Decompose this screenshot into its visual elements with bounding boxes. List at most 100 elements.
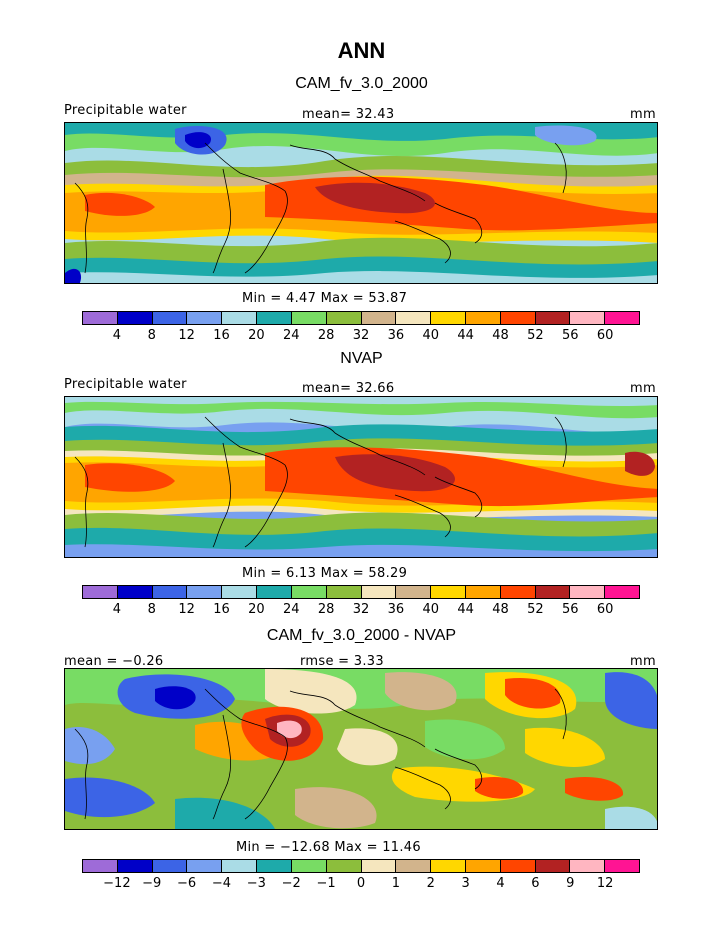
colorbar-swatch xyxy=(500,860,536,872)
colorbar-swatch xyxy=(257,586,292,598)
colorbar-swatch xyxy=(465,312,501,324)
panel-1-map xyxy=(64,122,658,284)
panel-1-colorbar-ticks: 4 8 12 16 20 24 28 32 36 40 44 48 52 56 60 xyxy=(82,328,640,344)
page-title: ANN xyxy=(337,38,386,63)
colorbar-tick-label: 4 xyxy=(496,876,505,891)
colorbar-tick-label: 60 xyxy=(596,602,614,617)
colorbar-tick-label: 12 xyxy=(596,876,614,891)
colorbar-swatch xyxy=(187,312,223,324)
panel-1-minmax: Min = 4.47 Max = 53.87 xyxy=(242,291,408,306)
colorbar-swatch xyxy=(535,860,571,872)
colorbar-swatch xyxy=(431,860,466,872)
colorbar-tick-label: −2 xyxy=(281,876,301,891)
colorbar-swatch xyxy=(465,860,501,872)
colorbar-tick-label: 12 xyxy=(178,602,195,617)
colorbar-swatch xyxy=(570,586,606,598)
colorbar-tick-label: −4 xyxy=(211,876,232,891)
colorbar-tick-label: 12 xyxy=(178,328,195,343)
colorbar-swatch xyxy=(326,860,362,872)
panel-2-colorbar xyxy=(82,585,640,599)
panel-3-field xyxy=(65,669,657,829)
colorbar-tick-label: 20 xyxy=(248,328,265,343)
colorbar-swatch xyxy=(152,860,188,872)
colorbar-swatch xyxy=(535,312,571,324)
colorbar-swatch xyxy=(535,586,571,598)
panel-2-minmax: Min = 6.13 Max = 58.29 xyxy=(242,566,408,581)
colorbar-tick-label: 2 xyxy=(426,876,435,891)
panel-3-map xyxy=(64,668,658,830)
panel-3-minmax: Min = −12.68 Max = 11.46 xyxy=(236,840,421,855)
colorbar-tick-label: 6 xyxy=(531,876,540,891)
colorbar-tick-label: 8 xyxy=(147,602,156,617)
colorbar-tick-label: 40 xyxy=(422,328,440,343)
colorbar-swatch xyxy=(361,586,397,598)
colorbar-tick-label: 28 xyxy=(317,328,335,343)
colorbar-tick-label: 44 xyxy=(457,328,474,343)
colorbar-tick-label: 4 xyxy=(112,328,122,343)
panel-2-mean-label: mean= 32.66 xyxy=(302,381,395,396)
colorbar-swatch xyxy=(152,312,188,324)
colorbar-tick-label: 16 xyxy=(213,328,230,343)
panel-1-colorbar xyxy=(82,311,640,325)
colorbar-tick-label: 24 xyxy=(282,602,300,617)
colorbar-tick-label: 16 xyxy=(213,602,230,617)
colorbar-swatch xyxy=(222,312,258,324)
colorbar-swatch xyxy=(83,312,118,324)
colorbar-tick-label: 32 xyxy=(352,602,370,617)
colorbar-swatch xyxy=(465,586,501,598)
colorbar-swatch xyxy=(187,586,223,598)
colorbar-swatch xyxy=(291,860,327,872)
panel-3-units-label: mm xyxy=(630,654,656,669)
colorbar-swatch xyxy=(257,860,292,872)
colorbar-tick-label: 36 xyxy=(387,602,405,617)
colorbar-tick-label: 52 xyxy=(527,328,544,343)
colorbar-swatch xyxy=(500,312,536,324)
colorbar-swatch xyxy=(152,586,188,598)
colorbar-swatch xyxy=(326,586,362,598)
colorbar-swatch xyxy=(396,586,432,598)
panel-1-variable-label: Precipitable water xyxy=(64,103,187,118)
colorbar-tick-label: −12 xyxy=(103,876,131,891)
colorbar-tick-label: 1 xyxy=(391,876,401,891)
colorbar-swatch xyxy=(257,312,292,324)
colorbar-swatch xyxy=(431,312,466,324)
panel-2-map xyxy=(64,396,658,558)
colorbar-tick-label: 40 xyxy=(422,602,440,617)
colorbar-swatch xyxy=(117,312,153,324)
colorbar-swatch xyxy=(222,586,258,598)
colorbar-swatch xyxy=(361,860,397,872)
panel-1-title: CAM_fv_3.0_2000 xyxy=(295,75,428,92)
panel-3-title: CAM_fv_3.0_2000 - NVAP xyxy=(266,627,457,644)
colorbar-swatch xyxy=(187,860,223,872)
panel-2-variable-label: Precipitable water xyxy=(64,377,187,392)
colorbar-tick-label: 9 xyxy=(566,876,575,891)
panel-1-mean-label: mean= 32.43 xyxy=(302,107,395,122)
colorbar-swatch xyxy=(570,860,606,872)
colorbar-tick-label: 3 xyxy=(461,876,470,891)
panel-2-title: NVAP xyxy=(340,350,383,367)
colorbar-tick-label: −9 xyxy=(142,876,162,891)
colorbar-tick-label: 48 xyxy=(492,602,509,617)
panel-2-field xyxy=(65,397,657,557)
colorbar-swatch xyxy=(396,312,432,324)
colorbar-tick-label: 56 xyxy=(561,602,579,617)
panel-2-units-label: mm xyxy=(630,381,656,396)
colorbar-tick-label: 52 xyxy=(527,602,544,617)
panel-1-units-label: mm xyxy=(630,107,656,122)
colorbar-swatch xyxy=(83,586,118,598)
colorbar-swatch xyxy=(570,312,606,324)
colorbar-tick-label: 44 xyxy=(457,602,474,617)
colorbar-tick-label: 60 xyxy=(596,328,614,343)
colorbar-swatch xyxy=(500,586,536,598)
colorbar-swatch xyxy=(117,586,153,598)
colorbar-tick-label: 0 xyxy=(356,876,366,891)
colorbar-swatch xyxy=(605,586,639,598)
colorbar-swatch xyxy=(83,860,118,872)
colorbar-tick-label: −6 xyxy=(177,876,197,891)
panel-3-mean-label: mean = −0.26 xyxy=(64,654,164,669)
panel-2-colorbar-ticks: 4 8 12 16 20 24 28 32 36 40 44 48 52 56 60 xyxy=(82,602,640,618)
colorbar-swatch xyxy=(117,860,153,872)
colorbar-tick-label: 28 xyxy=(317,602,335,617)
colorbar-tick-label: 24 xyxy=(282,328,300,343)
colorbar-swatch xyxy=(291,586,327,598)
